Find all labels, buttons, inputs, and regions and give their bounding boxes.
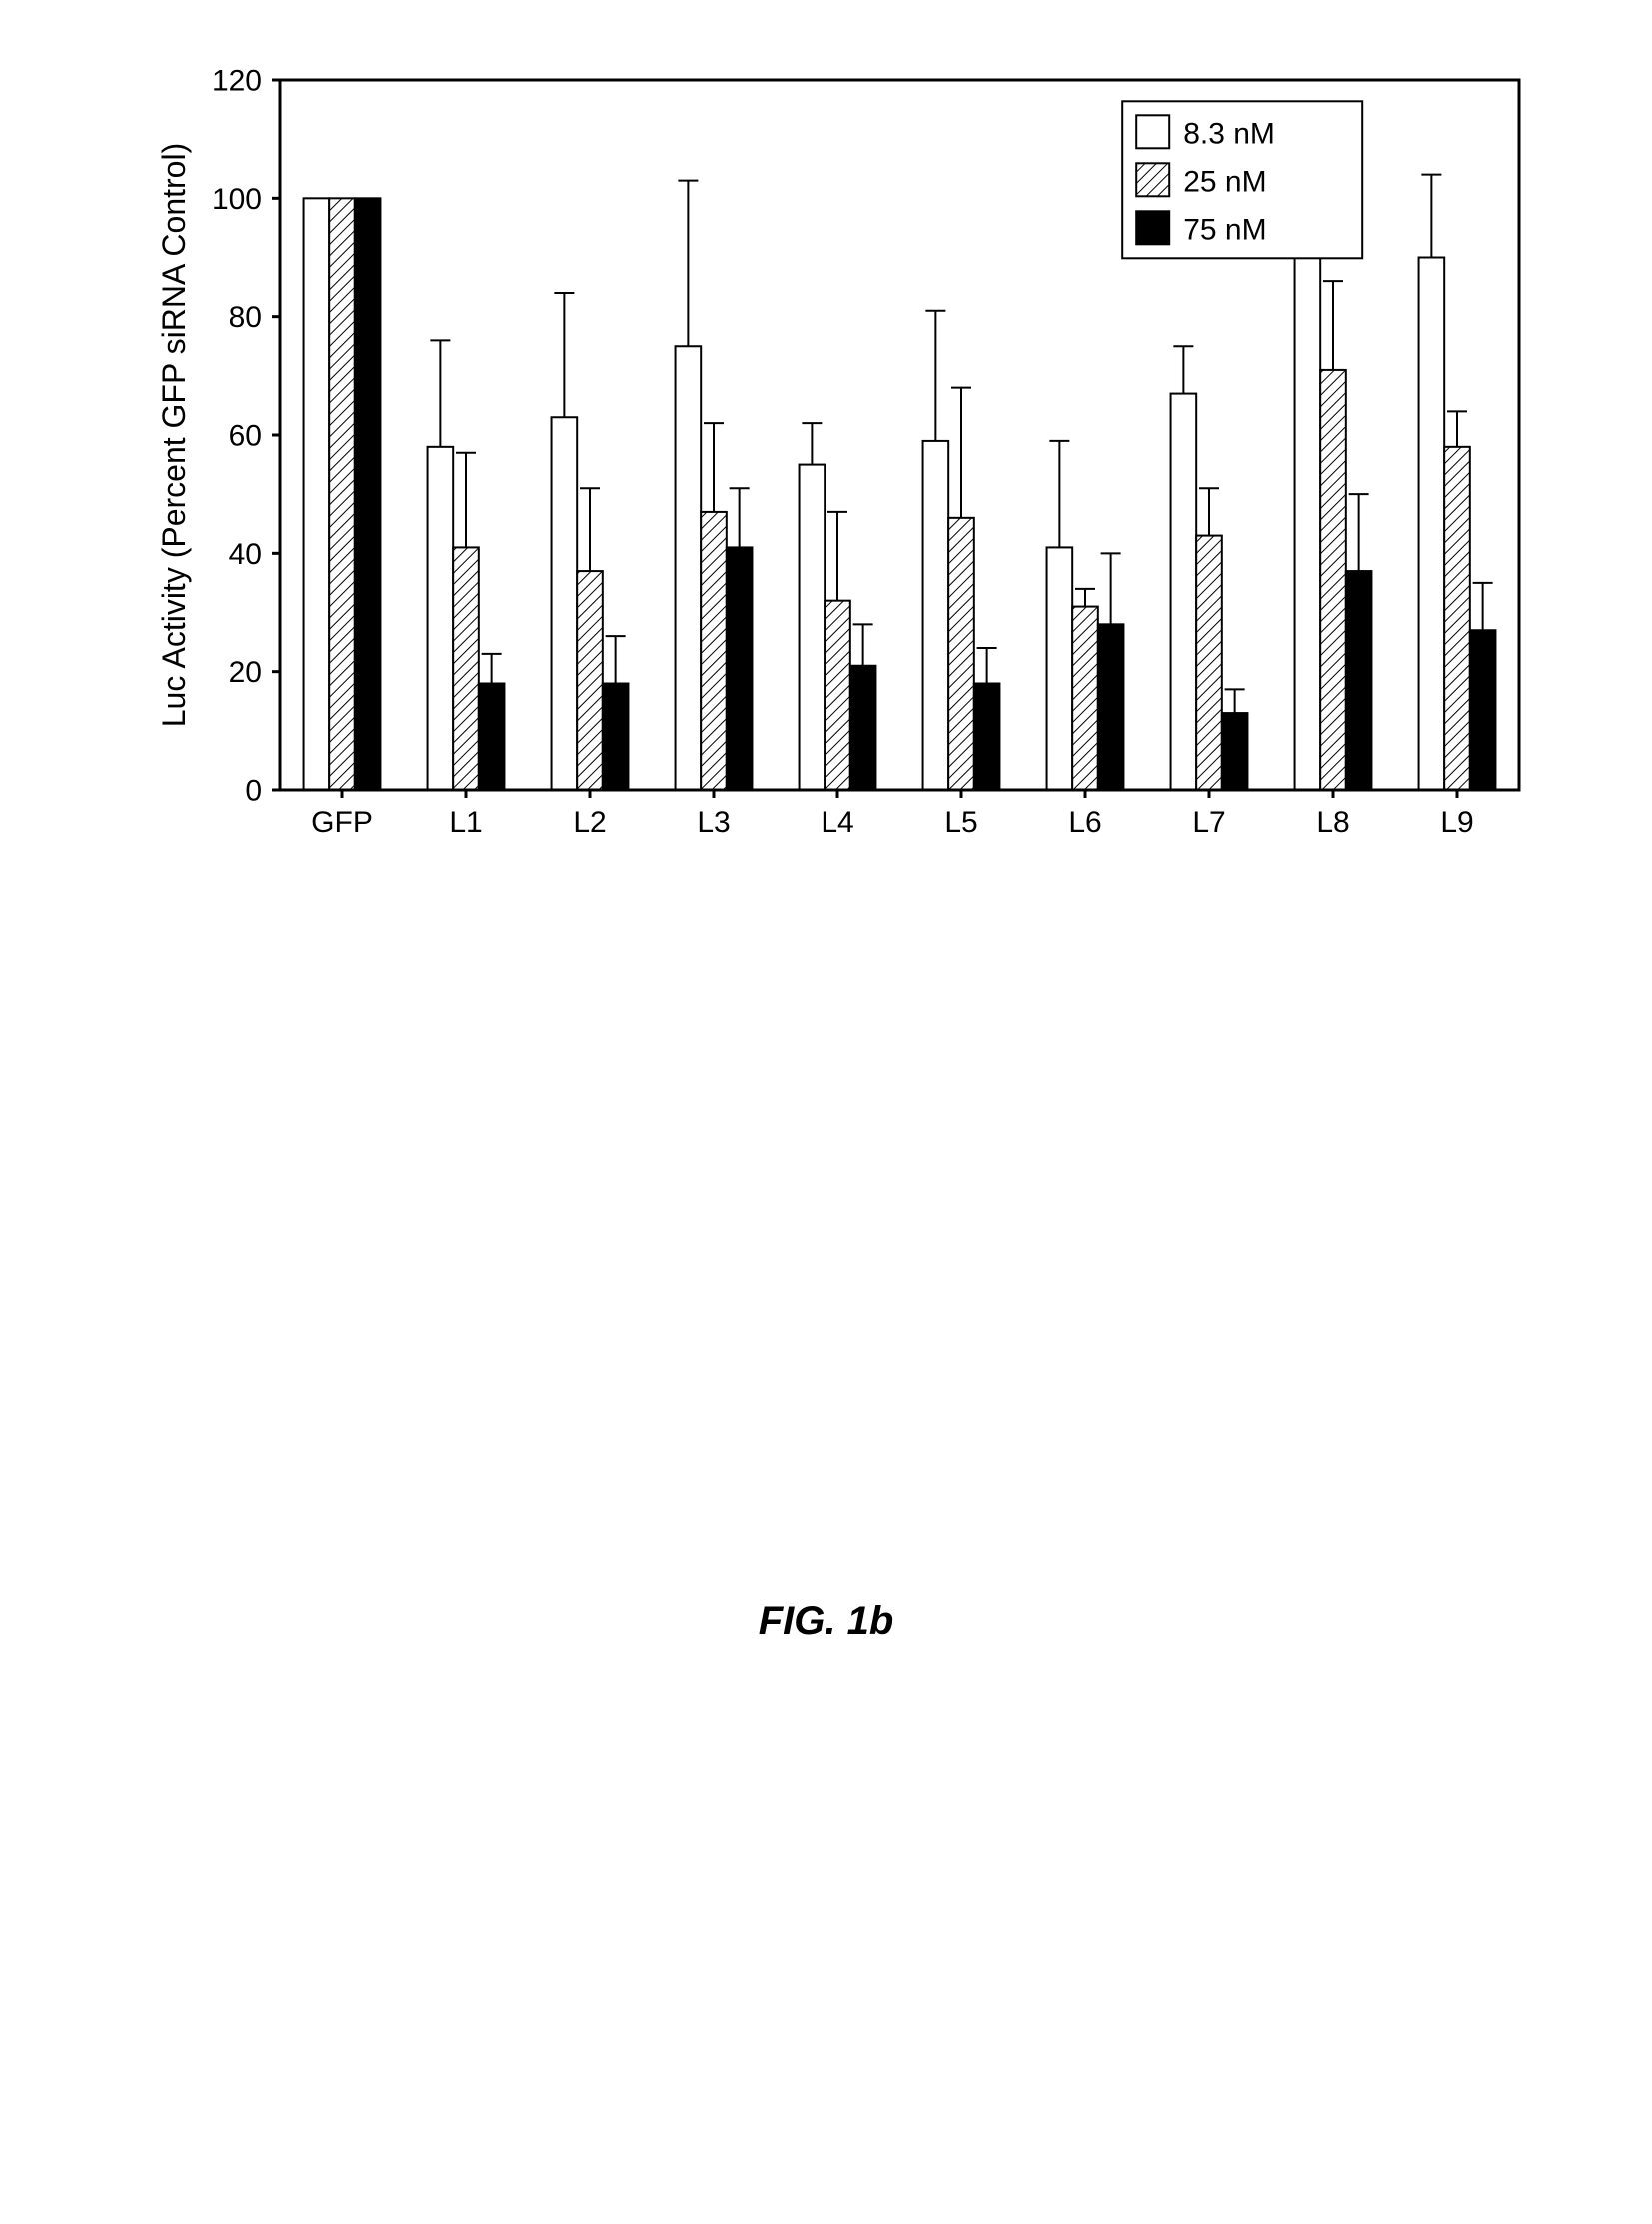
svg-text:100: 100	[212, 183, 262, 216]
svg-text:0: 0	[245, 775, 262, 808]
svg-text:L1: L1	[449, 806, 482, 839]
svg-text:L2: L2	[573, 806, 606, 839]
svg-text:75 nM: 75 nM	[1183, 213, 1266, 246]
svg-text:120: 120	[212, 65, 262, 98]
svg-text:25 nM: 25 nM	[1183, 165, 1266, 198]
page: 0 20 40 60 80 100 120 GFP L1 L2 L3 L4 L5 L6 L7 L8 L9 Luc …	[0, 0, 1652, 2224]
svg-text:L4: L4	[821, 806, 853, 839]
svg-text:L5: L5	[944, 806, 977, 839]
svg-text:L8: L8	[1316, 806, 1349, 839]
svg-text:40: 40	[229, 538, 262, 571]
svg-text:8.3 nM: 8.3 nM	[1183, 117, 1275, 150]
figure-caption: FIG. 1b	[0, 1599, 1652, 1644]
svg-text:60: 60	[229, 420, 262, 453]
svg-text:80: 80	[229, 301, 262, 334]
svg-text:20: 20	[229, 656, 262, 689]
svg-text:L9: L9	[1440, 806, 1473, 839]
svg-text:L3: L3	[697, 806, 730, 839]
svg-text:L7: L7	[1192, 806, 1225, 839]
bar-chart: 0 20 40 60 80 100 120 GFP L1 L2 L3 L4 L5 L6 L7 L8 L9 Luc …	[140, 60, 1539, 860]
svg-text:L6: L6	[1068, 806, 1101, 839]
chart-container: 0 20 40 60 80 100 120 GFP L1 L2 L3 L4 L5 L6 L7 L8 L9 Luc …	[140, 60, 1539, 860]
svg-text:Luc Activity (Percent GFP siRN: Luc Activity (Percent GFP siRNA Control)	[156, 143, 192, 727]
svg-text:GFP: GFP	[311, 806, 373, 839]
